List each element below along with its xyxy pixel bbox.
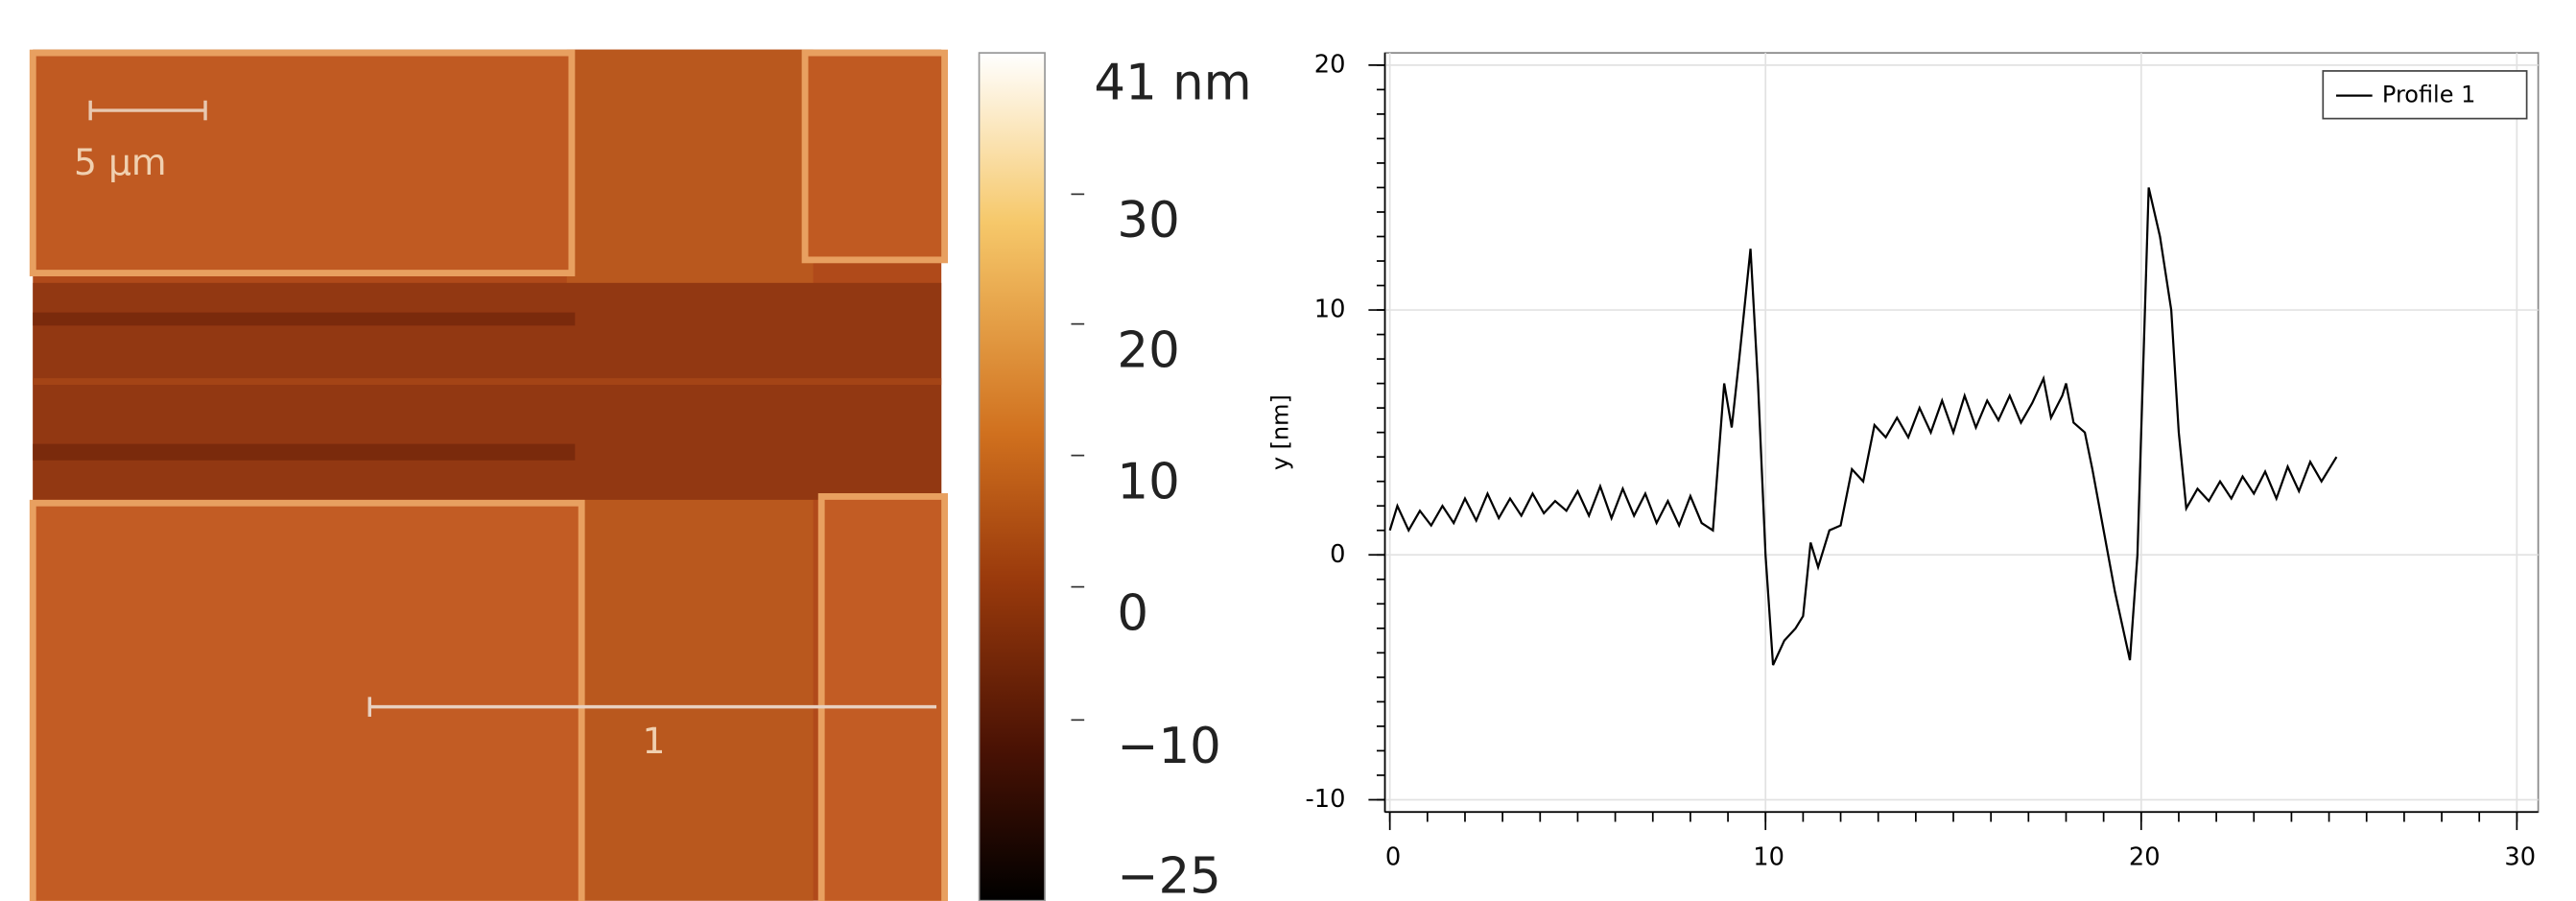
colorbar-label: 10: [1117, 453, 1179, 510]
x-tick-label: 10: [1753, 843, 1784, 872]
colorbar-label: −10: [1117, 718, 1220, 775]
y-tick-label: 10: [1314, 296, 1346, 324]
colorbar-label: 20: [1117, 321, 1179, 379]
y-tick-label: 20: [1314, 50, 1346, 79]
colorbar-label: 41 nm: [1094, 54, 1251, 111]
colorbar-labels: 41 nm 30 20 10 0 −10 −25: [1071, 54, 1252, 901]
colorbar-label: 30: [1117, 192, 1179, 249]
x-tick-label: 30: [2504, 843, 2536, 872]
afm-image: 5 µm 1: [29, 49, 949, 901]
colorbar: [978, 52, 1046, 901]
profile-line: [1388, 187, 2338, 666]
x-tick-label: 20: [2129, 843, 2161, 872]
scale-label: 5 µm: [74, 141, 167, 183]
profile-label: 1: [643, 720, 666, 762]
plot-area: [1383, 52, 2540, 814]
colorbar-label: −25: [1117, 847, 1220, 901]
legend-label: Profile 1: [2382, 82, 2475, 108]
x-tick-label: 0: [1385, 843, 1401, 872]
y-tick-label: -10: [1305, 785, 1345, 814]
y-axis-label: y [nm]: [1267, 394, 1294, 470]
y-tick-label: 0: [1330, 540, 1345, 569]
colorbar-label: 0: [1117, 584, 1148, 642]
chart: 0 10 20 30 -10 0 10 20 y [nm] Profile 1: [1267, 50, 2540, 872]
